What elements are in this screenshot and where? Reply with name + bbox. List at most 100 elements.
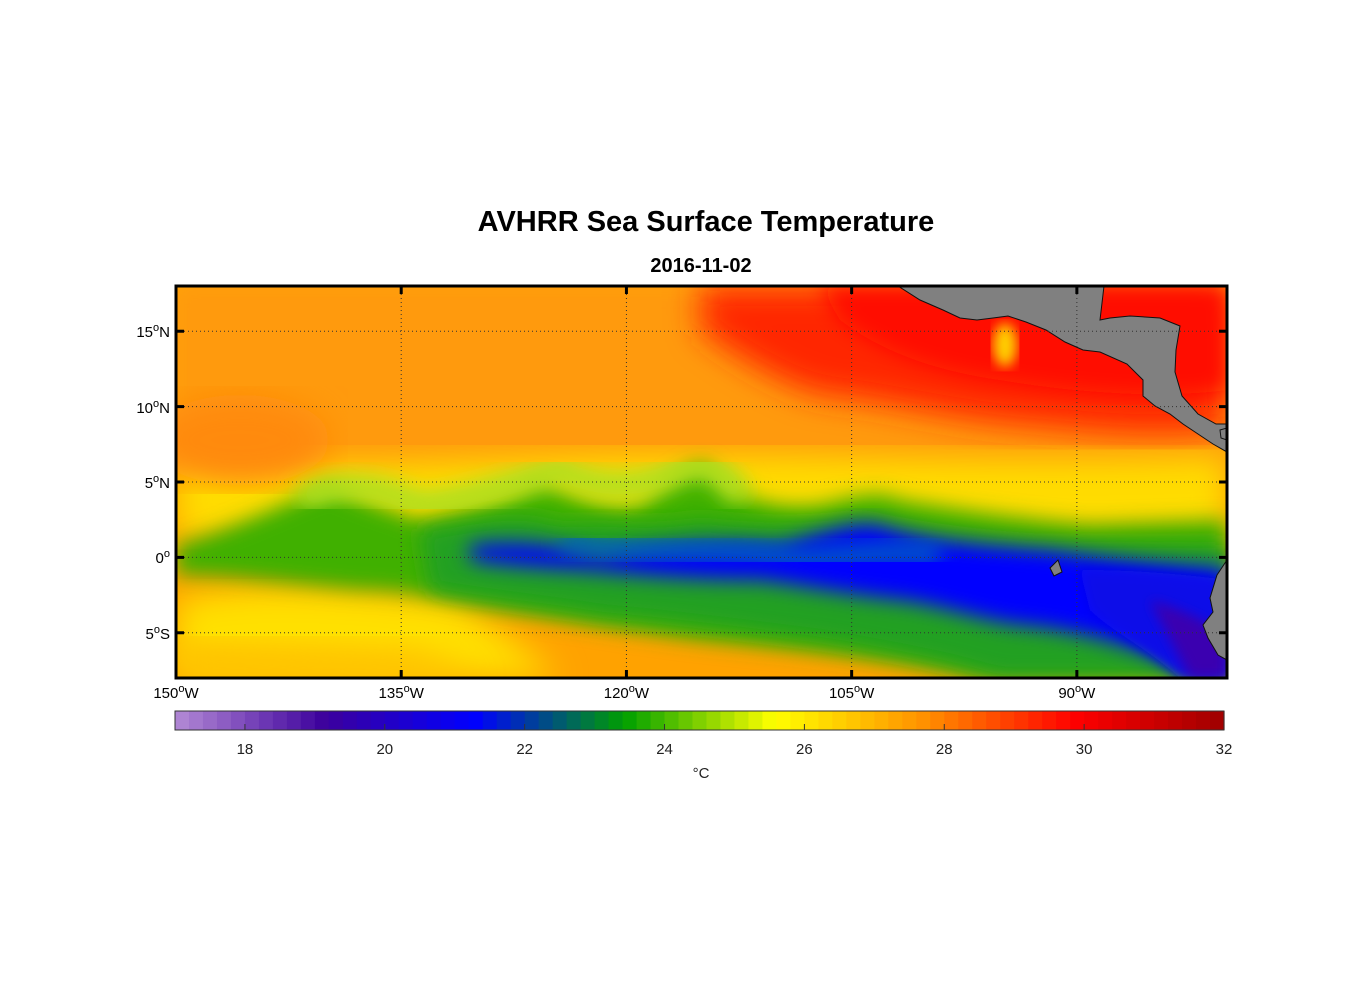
colorbar-cell <box>846 711 861 730</box>
colorbar-cell <box>748 711 764 730</box>
colorbar-cell <box>286 711 302 730</box>
lon-tick-label: 135oW <box>378 683 424 702</box>
lat-tick-label: 10oN <box>136 397 170 417</box>
colorbar-cell <box>258 711 274 730</box>
colorbar-cell <box>1112 711 1127 730</box>
colorbar-cell <box>202 711 218 730</box>
colorbar-cell <box>1126 711 1141 730</box>
colorbar-cell <box>986 711 1001 730</box>
lat-tick-label: 15oN <box>136 322 170 342</box>
colorbar-cell <box>230 711 246 730</box>
colorbar-cell <box>818 711 833 730</box>
colorbar-cell <box>706 711 722 730</box>
colorbar-tick-label: 26 <box>796 741 813 758</box>
colorbar-cell <box>650 711 666 730</box>
colorbar-cell <box>175 711 190 730</box>
colorbar-cell <box>1000 711 1015 730</box>
colorbar-cell <box>916 711 931 730</box>
colorbar-cell <box>384 711 400 730</box>
colorbar-cell <box>790 711 805 730</box>
colorbar-tick-label: 32 <box>1215 741 1233 758</box>
colorbar-cell <box>580 711 596 730</box>
colorbar-cell <box>426 711 442 730</box>
colorbar-cell <box>510 711 526 730</box>
colorbar-cell <box>664 711 680 730</box>
colorbar-cell <box>454 711 470 730</box>
colorbar-tick-label: 24 <box>656 741 673 758</box>
colorbar-cell <box>1098 711 1113 730</box>
colorbar-cell <box>804 711 819 730</box>
map-tickmarks <box>174 286 1227 678</box>
colorbar-cell <box>440 711 456 730</box>
colorbar-unit: °C <box>692 765 710 782</box>
colorbar-cell <box>594 711 610 730</box>
colorbar-cell <box>244 711 260 730</box>
colorbar-cell <box>412 711 428 730</box>
colorbar-cell <box>762 711 778 730</box>
colorbar-cell <box>1210 711 1225 730</box>
colorbar-cell <box>692 711 708 730</box>
colorbar-cell <box>678 711 694 730</box>
colorbar-cell <box>608 711 624 730</box>
lon-tick-label: 90oW <box>1058 683 1096 702</box>
sst-field <box>176 286 1227 678</box>
colorbar-cell <box>958 711 973 730</box>
land-south-america <box>1202 559 1227 661</box>
colorbar-cell <box>1014 711 1029 730</box>
colorbar-cell <box>1168 711 1183 730</box>
colorbar-cell <box>342 711 358 730</box>
colorbar-cell <box>1070 711 1085 730</box>
colorbar-cell <box>1140 711 1155 730</box>
map-title: AVHRR Sea Surface Temperature <box>477 206 935 238</box>
colorbar-cell <box>972 711 987 730</box>
colorbar-cell <box>720 711 736 730</box>
colorbar-cell <box>1042 711 1057 730</box>
lat-tick-label: 0o <box>155 548 170 568</box>
colorbar-cell <box>902 711 917 730</box>
colorbar-cell <box>622 711 638 730</box>
map-subtitle-date: 2016-11-02 <box>650 255 752 277</box>
colorbar-cell <box>566 711 582 730</box>
colorbar-cell <box>524 711 540 730</box>
colorbar-cell <box>776 711 792 730</box>
colorbar-cell <box>552 711 568 730</box>
colorbar-cell <box>300 711 316 730</box>
colorbar-cell <box>328 711 344 730</box>
colorbar-cell <box>636 711 652 730</box>
colorbar-tick-label: 22 <box>516 741 533 758</box>
colorbar-cell <box>1182 711 1197 730</box>
colorbar-cell <box>1084 711 1099 730</box>
colorbar-cell <box>496 711 512 730</box>
colorbar-cell <box>1056 711 1071 730</box>
colorbar-tick-label: 28 <box>935 741 953 758</box>
colorbar-tick-label: 30 <box>1075 741 1093 758</box>
colorbar-cell <box>832 711 847 730</box>
colorbar-cell <box>944 711 959 730</box>
colorbar-cell <box>1154 711 1169 730</box>
colorbar-cell <box>482 711 498 730</box>
colorbar-cell <box>734 711 750 730</box>
colorbar-cell <box>314 711 330 730</box>
colorbar-cell <box>468 711 484 730</box>
colorbar-tick-label: 20 <box>376 741 394 758</box>
colorbar-tick-label: 18 <box>236 741 254 758</box>
land-central-america <box>897 286 1227 453</box>
colorbar-cell <box>272 711 288 730</box>
colorbar-cell <box>874 711 889 730</box>
lon-tick-label: 150oW <box>153 683 199 702</box>
colorbar-cell <box>216 711 232 730</box>
colorbar-cell <box>860 711 875 730</box>
lat-tick-label: 5oN <box>144 473 170 492</box>
colorbar-cell <box>888 711 903 730</box>
land-galapagos <box>1049 559 1063 577</box>
colorbar-cell <box>1028 711 1043 730</box>
colorbar-cell <box>188 711 204 730</box>
colorbar-cell <box>356 711 372 730</box>
lon-tick-label: 105oW <box>828 683 875 702</box>
colorbar-cell <box>538 711 554 730</box>
colorbar-cell <box>1196 711 1211 730</box>
lat-tick-label: 5oS <box>145 623 170 643</box>
lon-tick-label: 120oW <box>603 683 650 702</box>
colorbar-cell <box>398 711 414 730</box>
